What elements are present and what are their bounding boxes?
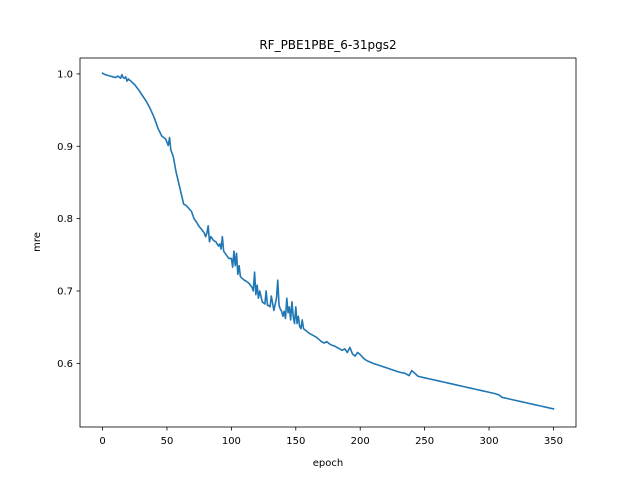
y-tick-label: 0.9 [57,142,73,153]
x-tick-label: 50 [161,436,174,447]
x-tick-label: 300 [479,436,498,447]
x-tick-label: 150 [286,436,305,447]
y-axis-ticks: 0.6 0.7 0.8 0.9 1.0 [57,69,80,370]
y-tick-label: 1.0 [57,69,73,80]
x-tick-label: 200 [351,436,370,447]
x-axis-ticks: 0 50 100 150 200 250 300 350 [99,427,563,447]
x-axis-label: epoch [313,458,343,469]
y-tick-label: 0.7 [57,286,73,297]
x-tick-label: 350 [544,436,563,447]
x-tick-label: 0 [99,436,105,447]
series-line [101,72,555,410]
y-tick-label: 0.6 [57,359,73,370]
plot-frame [79,57,577,428]
x-tick-label: 100 [222,436,241,447]
x-tick-label: 250 [415,436,434,447]
y-tick-label: 0.8 [57,214,73,225]
y-axis-label: mre [32,232,43,252]
chart-title: RF_PBE1PBE_6-31pgs2 [259,38,396,52]
